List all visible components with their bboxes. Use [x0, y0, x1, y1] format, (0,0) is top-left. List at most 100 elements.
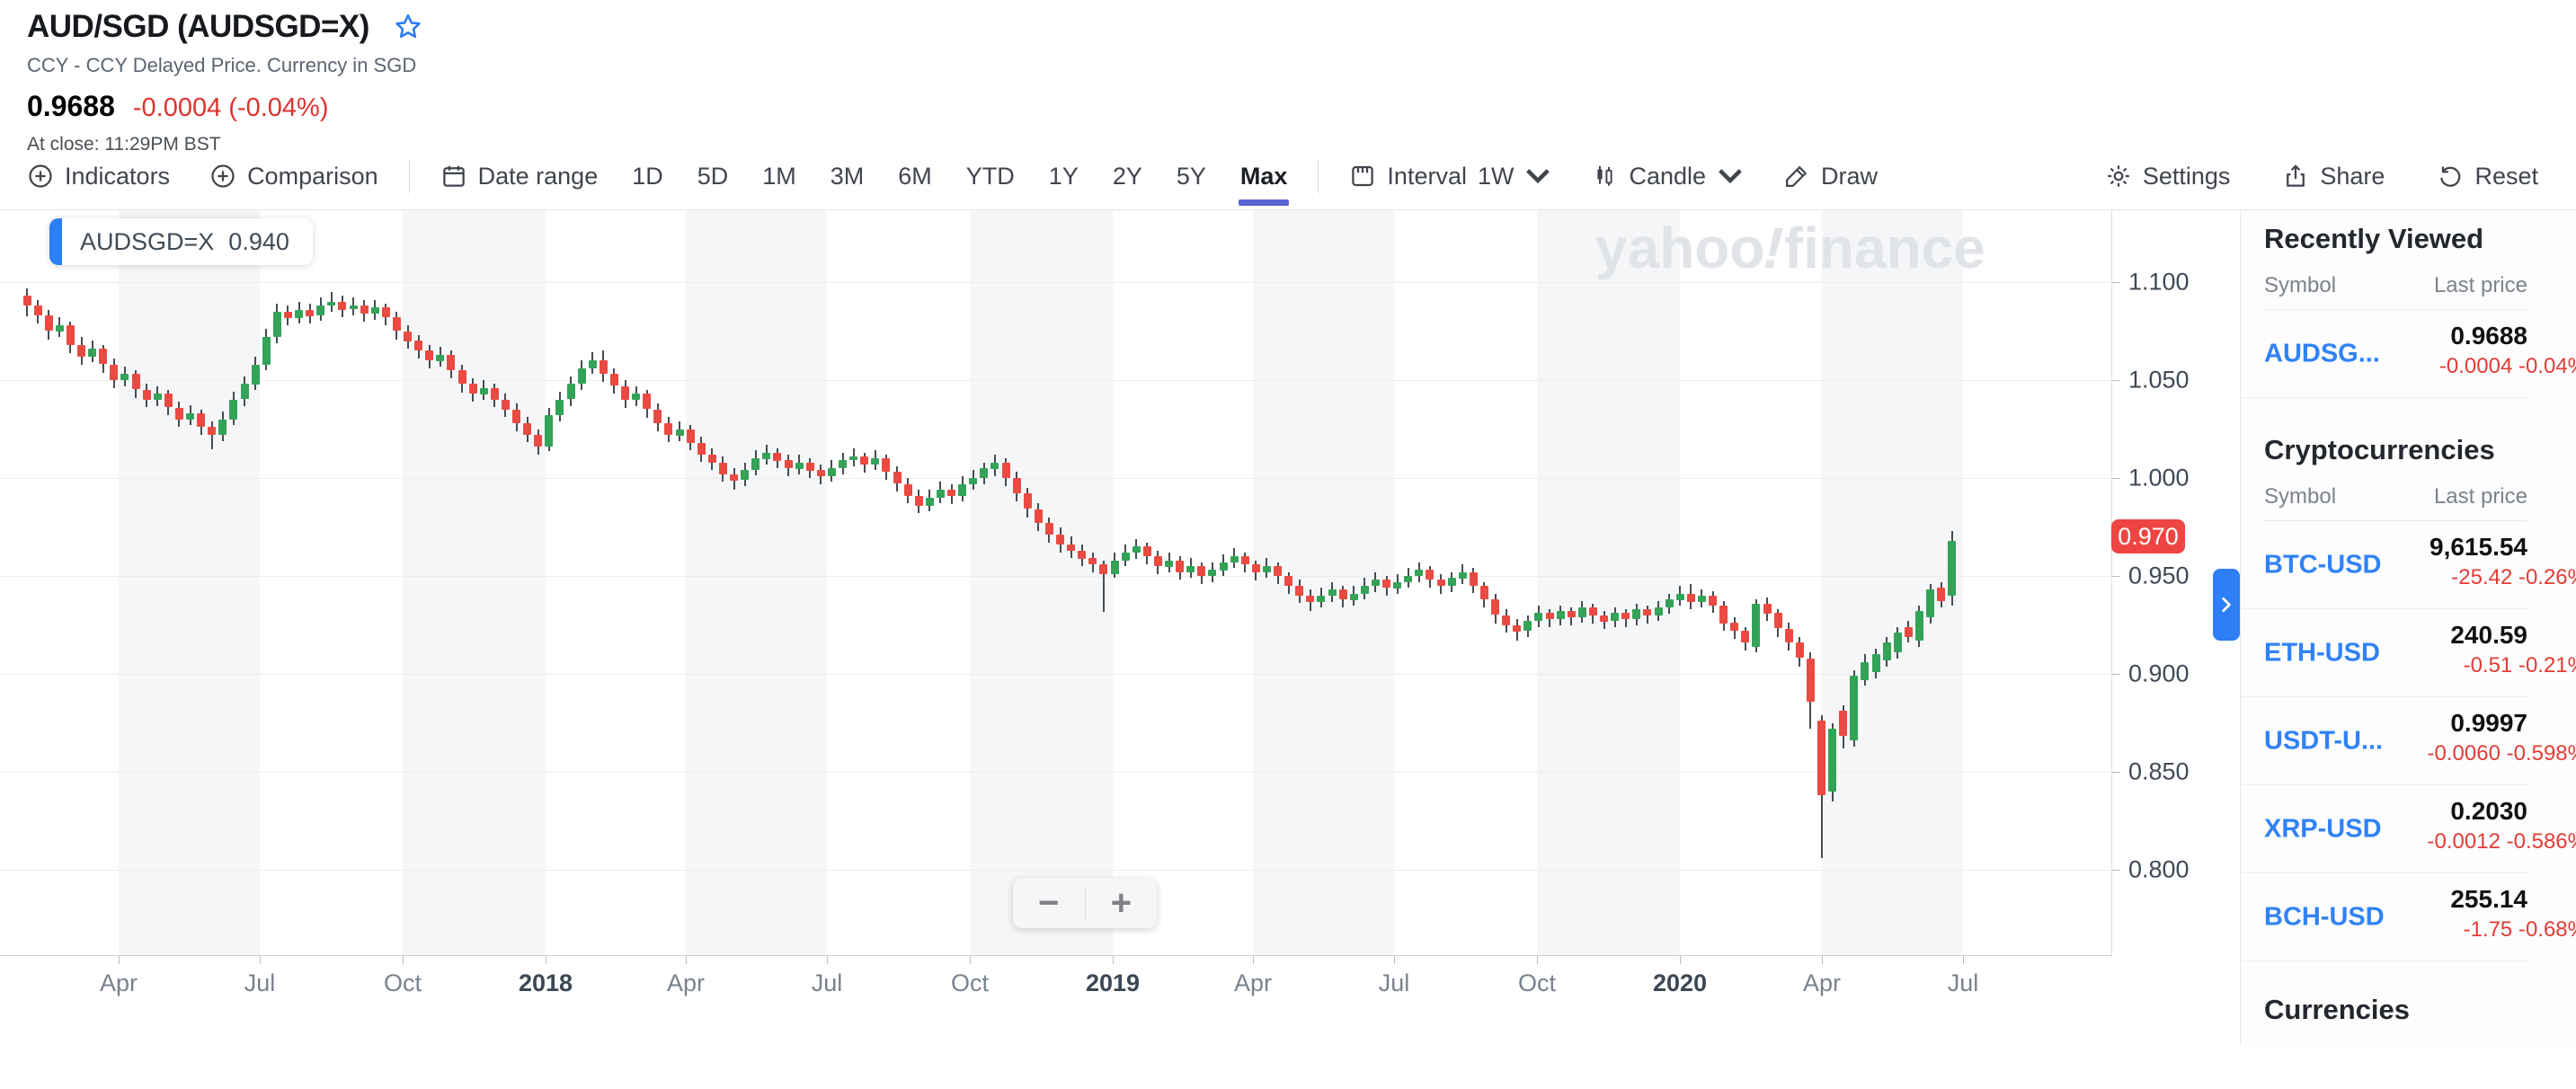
x-axis-tick: [1394, 956, 1395, 964]
symbol-link[interactable]: ETH-USD: [2264, 638, 2380, 667]
range-button-1d[interactable]: 1D: [632, 162, 663, 190]
candle: [1480, 586, 1488, 599]
candle: [1111, 561, 1119, 574]
candle: [1165, 561, 1173, 567]
candle: [1937, 588, 1945, 601]
range-button-2y[interactable]: 2Y: [1112, 162, 1142, 190]
quote-last-price: 0.2030: [2450, 797, 2527, 825]
comparison-button[interactable]: Comparison: [209, 163, 378, 190]
x-axis-label: Apr: [99, 969, 138, 996]
candle: [1655, 607, 1663, 615]
settings-button[interactable]: Settings: [2105, 162, 2231, 190]
candle: [1926, 589, 1934, 617]
reset-button[interactable]: Reset: [2437, 163, 2538, 190]
y-axis-label: 1.100: [2128, 268, 2190, 296]
candle: [1817, 721, 1825, 795]
candle: [164, 394, 173, 407]
zoom-in-button[interactable]: +: [1110, 882, 1132, 923]
range-button-6m[interactable]: 6M: [898, 162, 932, 190]
candle: [327, 302, 335, 305]
candle: [741, 470, 749, 480]
symbol-link[interactable]: AUDSG...: [2264, 339, 2380, 367]
candle: [1807, 659, 1815, 702]
candle: [817, 470, 825, 476]
candle: [77, 345, 85, 357]
range-button-5d[interactable]: 5D: [697, 162, 729, 190]
candle: [687, 429, 695, 443]
candle: [839, 460, 847, 468]
candle: [458, 370, 466, 384]
range-button-1y[interactable]: 1Y: [1048, 162, 1079, 190]
reset-label: Reset: [2474, 162, 2538, 190]
date-range-button[interactable]: Date range: [440, 163, 598, 190]
divider: [2264, 309, 2527, 310]
candle: [773, 453, 781, 461]
reset-icon: [2437, 163, 2464, 190]
candle: [937, 490, 945, 498]
cryptocurrencies-list: BTC-USD 9,615.54 -25.42 -0.26% ETH-USD 240.5…: [2241, 521, 2576, 961]
candle: [252, 365, 260, 385]
candle: [893, 472, 902, 483]
currencies-heading: Currencies: [2264, 994, 2410, 1025]
share-button[interactable]: Share: [2282, 163, 2385, 190]
gridline: [0, 772, 2111, 773]
candle: [904, 484, 912, 496]
candle: [1578, 607, 1586, 617]
at-close-label: At close: 11:29PM BST: [27, 134, 221, 155]
candle: [1676, 594, 1684, 600]
candle: [1024, 493, 1032, 509]
symbol-link[interactable]: BCH-USD: [2264, 902, 2385, 931]
range-button-5y[interactable]: 5Y: [1176, 162, 1206, 190]
candle: [88, 349, 96, 357]
symbol-link[interactable]: BTC-USD: [2264, 550, 2382, 579]
settings-label: Settings: [2142, 162, 2231, 190]
candle: [1621, 613, 1630, 619]
divider: [2264, 520, 2527, 521]
circle-plus-icon: [27, 163, 54, 190]
candle: [404, 332, 412, 341]
candle: [132, 374, 140, 389]
star-icon[interactable]: [393, 12, 423, 42]
legend-color-bar: [49, 218, 62, 265]
recently-viewed-list: AUDSG... 0.9688 -0.0004 -0.04%: [2241, 310, 2576, 398]
candle: [1839, 711, 1847, 736]
interval-button[interactable]: Interval 1W: [1349, 163, 1551, 190]
range-button-3m[interactable]: 3M: [830, 162, 865, 190]
expand-panel-button[interactable]: [2213, 569, 2240, 641]
chart-type-button[interactable]: Candle: [1591, 163, 1744, 190]
y-axis-label: 1.050: [2128, 366, 2190, 394]
candle: [512, 410, 520, 423]
recently-viewed-row-audsg: AUDSG... 0.9688 -0.0004 -0.04%: [2241, 310, 2576, 398]
candle: [110, 365, 118, 380]
candle: [1437, 580, 1445, 586]
indicators-button[interactable]: Indicators: [27, 163, 170, 190]
candlestick-chart-plot[interactable]: yahoo!finance AUDSGD=X 0.940 − +: [0, 210, 2112, 955]
zoom-out-button[interactable]: −: [1038, 882, 1060, 923]
y-axis-tick: [2112, 478, 2120, 479]
candle: [969, 478, 977, 484]
candle: [871, 458, 879, 465]
quote-last-price: 0.9997: [2450, 709, 2527, 737]
candle: [1568, 611, 1576, 617]
last-price: 0.9688: [27, 90, 115, 122]
candle: [1687, 594, 1695, 602]
symbol-link[interactable]: XRP-USD: [2264, 814, 2382, 843]
candle: [229, 400, 237, 420]
draw-button[interactable]: Draw: [1783, 163, 1878, 190]
candle: [1752, 604, 1760, 647]
x-axis-label: 2020: [1652, 969, 1708, 996]
x-axis-label: Jul: [1947, 969, 1979, 996]
symbol-link[interactable]: USDT-U...: [2264, 726, 2384, 755]
candle: [1361, 586, 1369, 594]
range-button-ytd[interactable]: YTD: [965, 162, 1015, 190]
candle: [1220, 562, 1228, 571]
column-header-last-price: Last price: [2433, 273, 2527, 297]
candle: [1600, 615, 1608, 622]
range-button-1m[interactable]: 1M: [762, 162, 796, 190]
legend-value: 0.940: [228, 227, 289, 255]
quarter-stripe: [970, 210, 1113, 955]
candle: [990, 463, 999, 469]
range-button-max[interactable]: Max: [1238, 162, 1289, 206]
candle: [1295, 586, 1303, 596]
candle: [67, 325, 75, 345]
